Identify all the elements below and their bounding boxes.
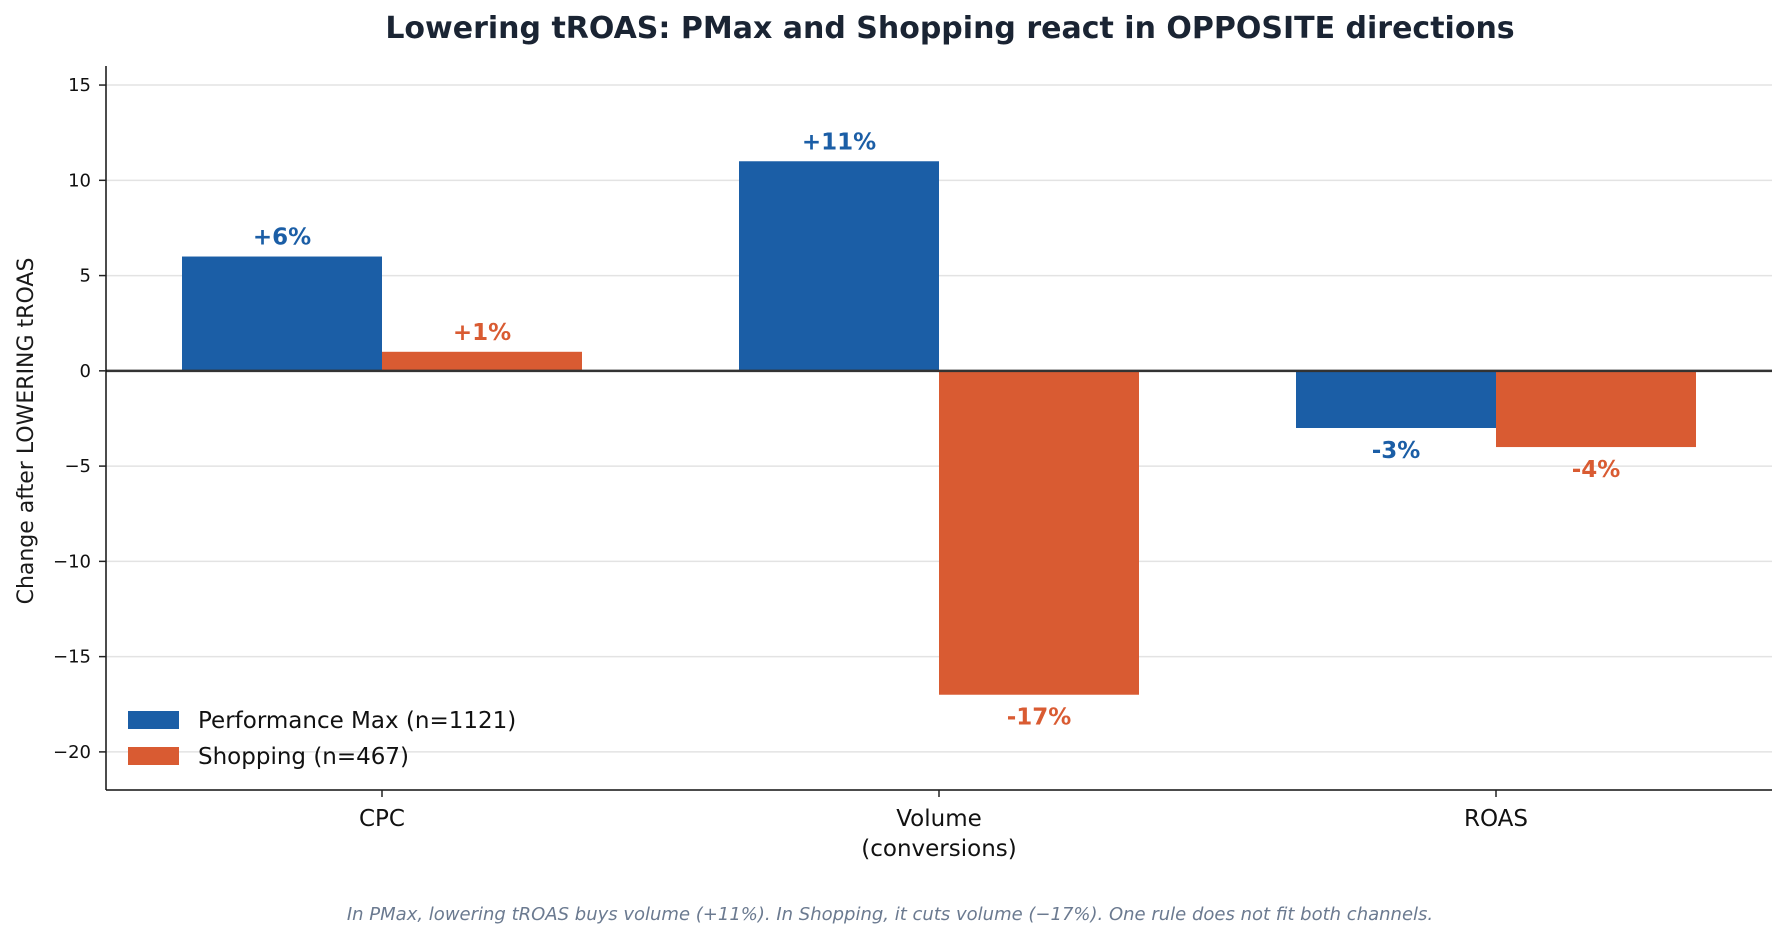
- y-tick-label: 10: [68, 170, 91, 191]
- bar-shopping: [382, 351, 582, 371]
- y-tick-label: −20: [53, 742, 91, 763]
- x-tick-label: CPC: [359, 806, 405, 832]
- y-tick-label: 0: [80, 361, 91, 382]
- data-labels: +6% +11% -3% +1% -17% -4%: [253, 129, 1620, 730]
- legend-swatch: [128, 711, 179, 729]
- x-categories: CPC Volume (conversions) ROAS: [359, 790, 1528, 862]
- bars: [182, 161, 1696, 695]
- data-label: +11%: [802, 129, 876, 155]
- y-ticks: 15 10 5 0 −5 −10 −15 −20: [53, 75, 106, 763]
- data-label: +6%: [253, 225, 311, 251]
- legend-label: Performance Max (n=1121): [198, 708, 516, 734]
- legend-label: Shopping (n=467): [198, 744, 409, 770]
- y-tick-label: 15: [68, 75, 91, 96]
- x-tick-label: Volume: [896, 806, 982, 832]
- y-tick-label: −10: [53, 551, 91, 572]
- data-label: -4%: [1572, 457, 1621, 483]
- y-tick-label: 5: [80, 266, 91, 287]
- data-label: -17%: [1007, 705, 1072, 731]
- y-axis-label: Change after LOWERING tROAS: [14, 258, 39, 605]
- bar-pmax: [182, 256, 382, 371]
- x-tick-label: (conversions): [861, 836, 1016, 862]
- bar-pmax: [739, 161, 939, 371]
- chart-title: Lowering tROAS: PMax and Shopping react …: [385, 11, 1514, 46]
- bar-pmax: [1296, 370, 1496, 428]
- y-tick-label: −15: [53, 647, 91, 668]
- data-label: +1%: [453, 320, 511, 346]
- y-tick-label: −5: [64, 456, 91, 477]
- legend: Performance Max (n=1121) Shopping (n=467): [128, 708, 516, 770]
- bar-shopping: [1496, 370, 1696, 448]
- legend-swatch: [128, 747, 179, 765]
- x-tick-label: ROAS: [1464, 806, 1528, 832]
- bar-shopping: [939, 370, 1139, 695]
- data-label: -3%: [1372, 438, 1421, 464]
- footnote: In PMax, lowering tROAS buys volume (+11…: [347, 904, 1433, 925]
